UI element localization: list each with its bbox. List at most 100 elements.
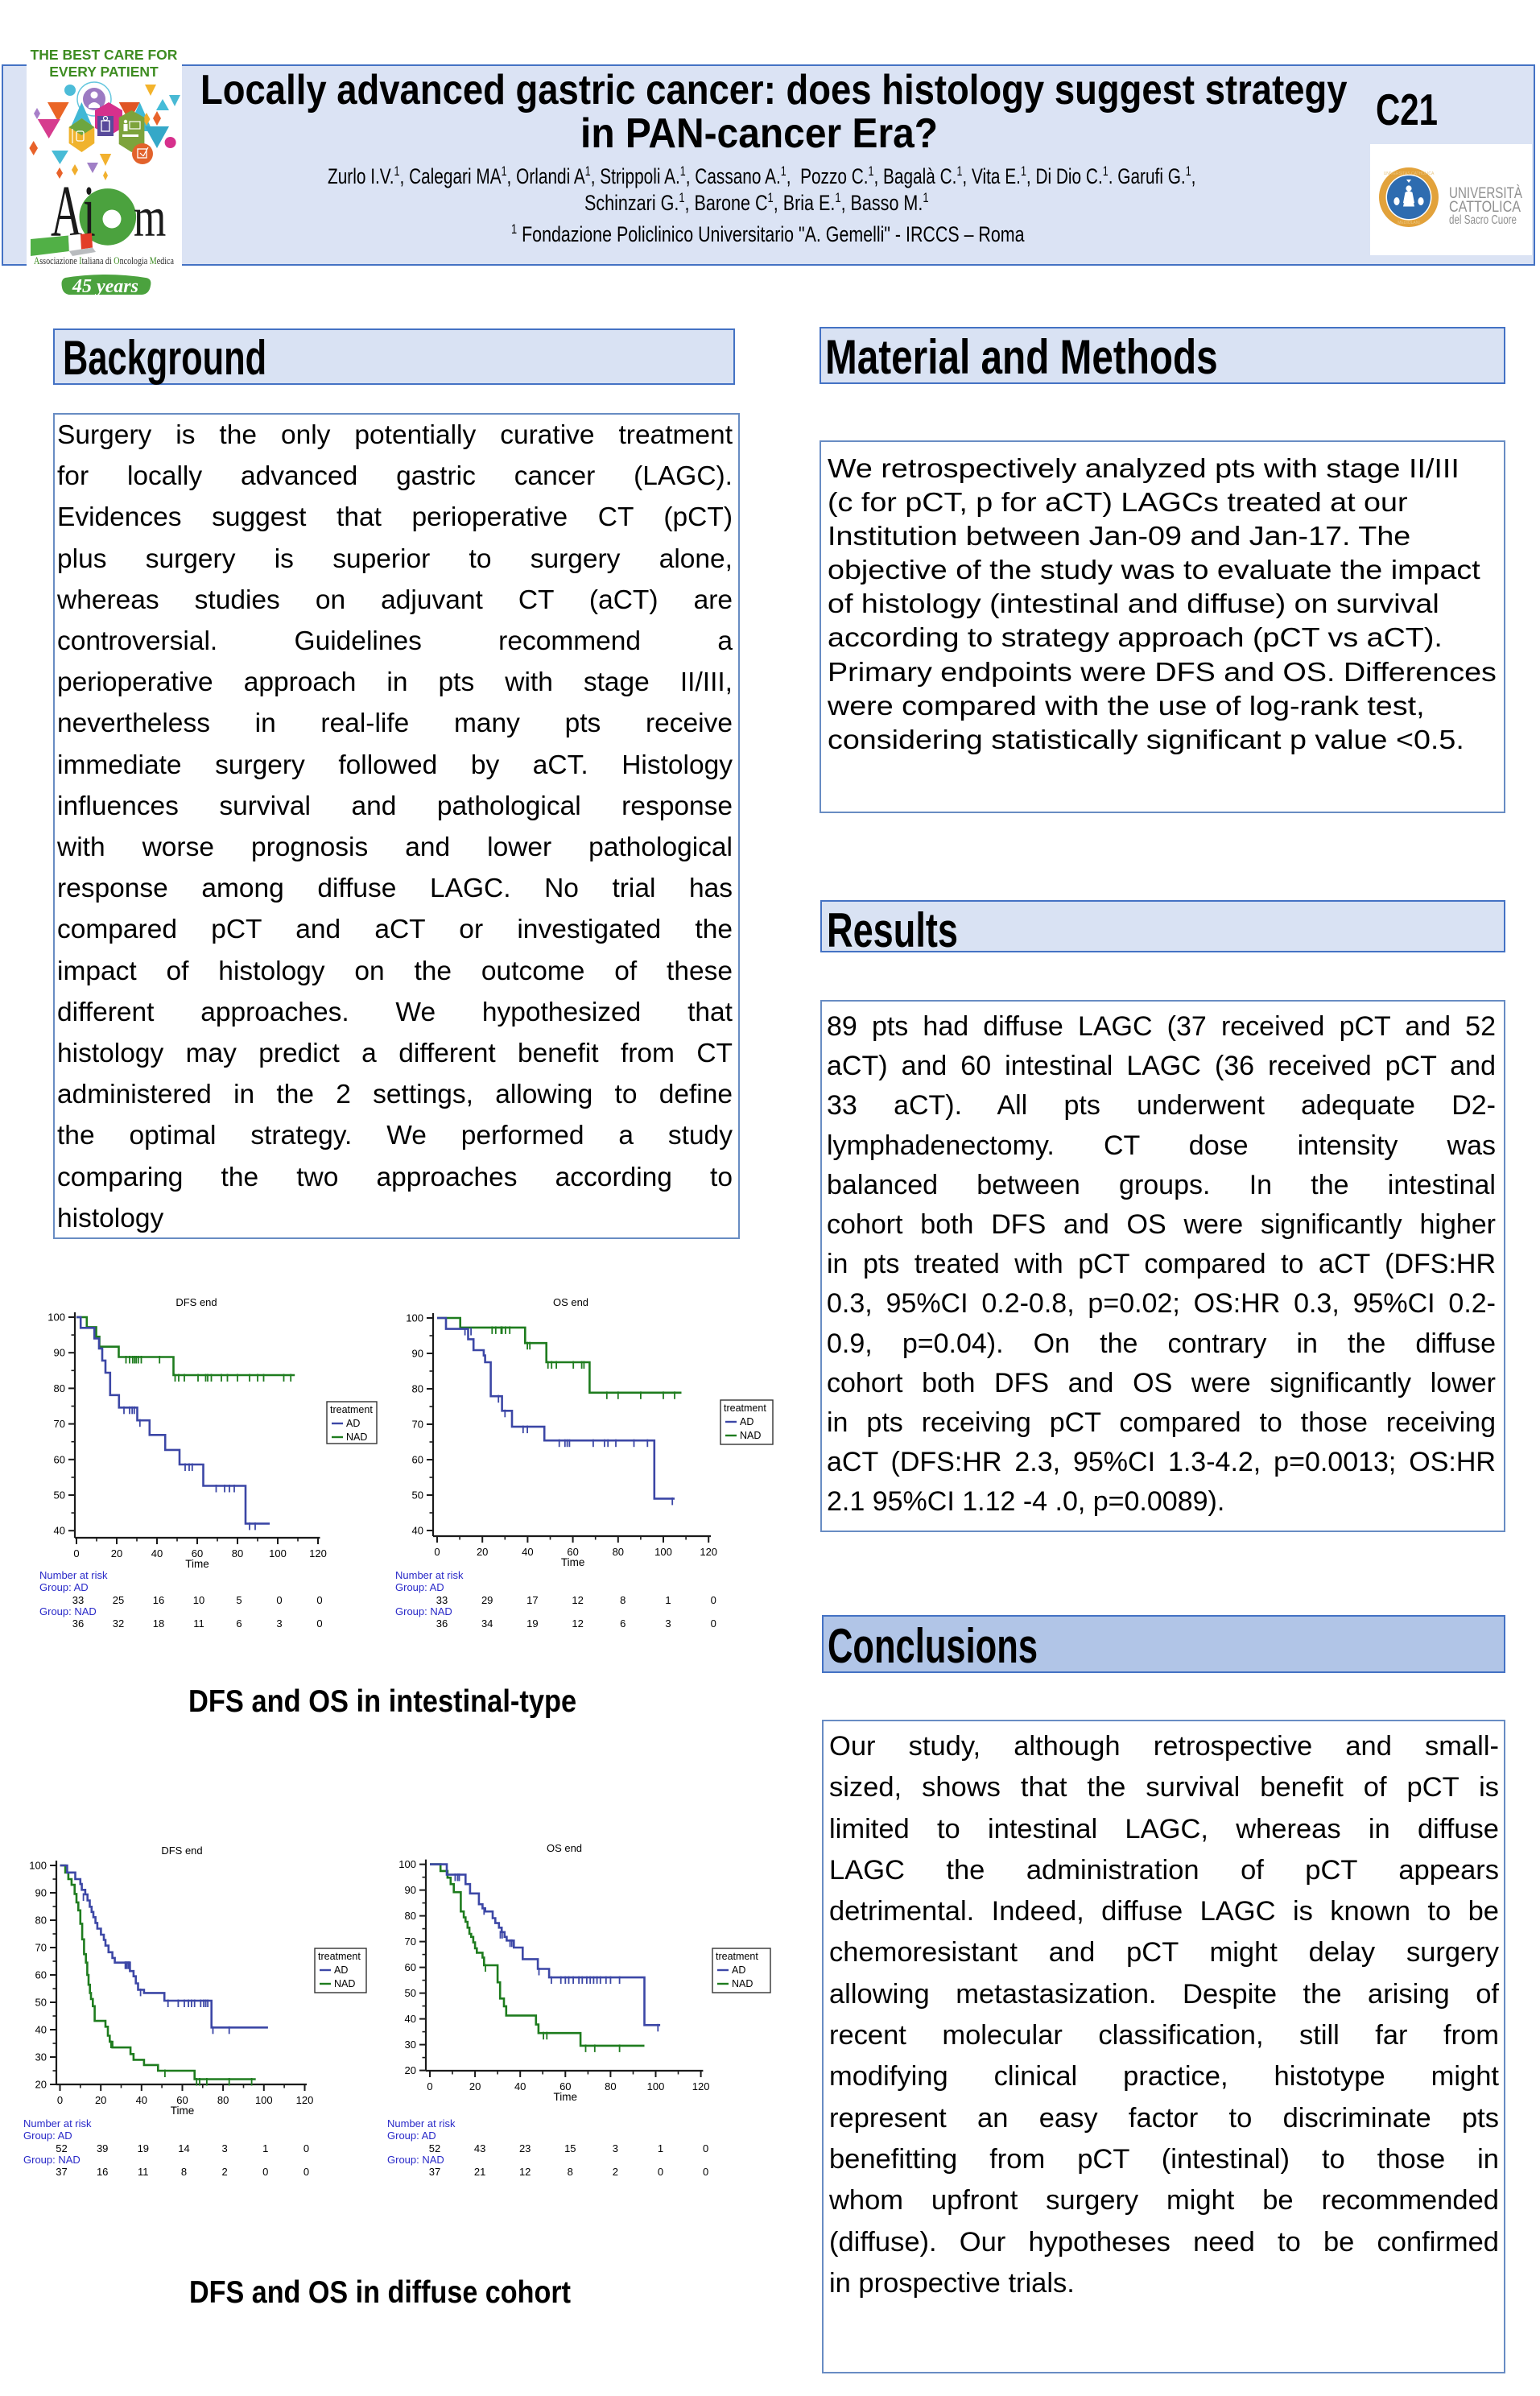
svg-text:11: 11 bbox=[193, 1617, 204, 1630]
svg-text:6: 6 bbox=[236, 1617, 242, 1630]
svg-text:60: 60 bbox=[412, 1454, 423, 1466]
svg-text:Time: Time bbox=[171, 2105, 195, 2117]
svg-text:120: 120 bbox=[700, 1546, 717, 1558]
svg-text:40: 40 bbox=[151, 1547, 163, 1559]
svg-text:52: 52 bbox=[429, 2142, 440, 2154]
svg-text:16: 16 bbox=[97, 2166, 108, 2178]
svg-text:0: 0 bbox=[658, 2166, 663, 2178]
svg-text:2: 2 bbox=[221, 2166, 227, 2178]
svg-text:Group: AD: Group: AD bbox=[23, 2130, 72, 2142]
svg-text:19: 19 bbox=[138, 2142, 149, 2154]
svg-text:40: 40 bbox=[522, 1546, 533, 1558]
svg-text:21: 21 bbox=[474, 2166, 485, 2178]
svg-text:UNIVERSITÀ: UNIVERSITÀ bbox=[1449, 185, 1522, 202]
svg-text:0: 0 bbox=[427, 2080, 432, 2092]
svg-text:33: 33 bbox=[436, 1594, 448, 1606]
svg-text:UNIVERSITAS CATHOLICA: UNIVERSITAS CATHOLICA bbox=[1384, 171, 1435, 176]
svg-text:15: 15 bbox=[564, 2142, 576, 2154]
svg-text:50: 50 bbox=[412, 1489, 423, 1502]
svg-text:100: 100 bbox=[406, 1312, 423, 1324]
svg-text:90: 90 bbox=[412, 1348, 423, 1360]
svg-text:80: 80 bbox=[613, 1546, 624, 1558]
svg-text:70: 70 bbox=[54, 1418, 65, 1430]
svg-text:29: 29 bbox=[481, 1594, 493, 1606]
svg-text:12: 12 bbox=[572, 1617, 583, 1630]
svg-text:40: 40 bbox=[54, 1525, 65, 1537]
svg-text:33: 33 bbox=[72, 1594, 84, 1606]
svg-text:OS end: OS end bbox=[547, 1842, 582, 1854]
svg-text:Number at risk: Number at risk bbox=[387, 2117, 456, 2130]
svg-text:52: 52 bbox=[56, 2142, 67, 2154]
svg-text:40: 40 bbox=[405, 2013, 416, 2025]
svg-text:0: 0 bbox=[316, 1594, 322, 1606]
svg-text:60: 60 bbox=[567, 1546, 578, 1558]
svg-text:23: 23 bbox=[519, 2142, 531, 2154]
svg-text:OS end: OS end bbox=[553, 1296, 588, 1308]
svg-text:50: 50 bbox=[405, 1987, 416, 1999]
svg-text:0: 0 bbox=[303, 2166, 309, 2178]
svg-text:1: 1 bbox=[658, 2142, 663, 2154]
svg-text:60: 60 bbox=[35, 1969, 47, 1981]
svg-text:5: 5 bbox=[236, 1594, 242, 1606]
svg-text:NAD: NAD bbox=[346, 1431, 367, 1443]
svg-text:3: 3 bbox=[665, 1617, 671, 1630]
svg-text:16: 16 bbox=[153, 1594, 164, 1606]
svg-text:AD: AD bbox=[346, 1418, 360, 1429]
svg-text:Time: Time bbox=[561, 1556, 585, 1568]
svg-text:treatment: treatment bbox=[716, 1951, 758, 1962]
svg-text:Group: NAD: Group: NAD bbox=[39, 1605, 97, 1617]
svg-text:NAD: NAD bbox=[732, 1978, 753, 1989]
svg-text:8: 8 bbox=[568, 2166, 573, 2178]
svg-text:100: 100 bbox=[647, 2080, 665, 2092]
svg-text:120: 120 bbox=[309, 1547, 327, 1559]
svg-text:40: 40 bbox=[514, 2080, 526, 2092]
svg-text:90: 90 bbox=[35, 1887, 47, 1899]
svg-text:80: 80 bbox=[605, 2080, 616, 2092]
svg-text:60: 60 bbox=[192, 1547, 203, 1559]
svg-text:120: 120 bbox=[296, 2094, 314, 2106]
svg-text:i: i bbox=[83, 172, 96, 253]
svg-text:80: 80 bbox=[217, 2094, 229, 2106]
svg-text:80: 80 bbox=[232, 1547, 243, 1559]
svg-text:Time: Time bbox=[554, 2091, 578, 2103]
svg-text:6: 6 bbox=[620, 1617, 625, 1630]
svg-text:80: 80 bbox=[405, 1910, 416, 1922]
svg-text:DFS end: DFS end bbox=[175, 1296, 217, 1308]
svg-text:32: 32 bbox=[113, 1617, 124, 1630]
svg-text:0: 0 bbox=[57, 2094, 63, 2106]
svg-text:120: 120 bbox=[692, 2080, 710, 2092]
svg-text:THE BEST CARE FOR: THE BEST CARE FOR bbox=[31, 47, 178, 63]
svg-text:NAD: NAD bbox=[740, 1430, 761, 1441]
svg-text:100: 100 bbox=[654, 1546, 672, 1558]
svg-text:3: 3 bbox=[613, 2142, 618, 2154]
svg-text:40: 40 bbox=[412, 1525, 423, 1537]
svg-text:39: 39 bbox=[97, 2142, 108, 2154]
svg-text:Number at risk: Number at risk bbox=[39, 1569, 108, 1581]
svg-text:36: 36 bbox=[436, 1617, 448, 1630]
svg-text:30: 30 bbox=[35, 2051, 47, 2063]
svg-text:25: 25 bbox=[113, 1594, 124, 1606]
svg-text:Time: Time bbox=[185, 1558, 209, 1570]
svg-text:Associazione Italiana di Oncol: Associazione Italiana di Oncologia Medic… bbox=[34, 255, 174, 266]
svg-text:1: 1 bbox=[665, 1594, 671, 1606]
svg-text:40: 40 bbox=[136, 2094, 147, 2106]
svg-text:MEDIOLANI: MEDIOLANI bbox=[1398, 221, 1420, 225]
svg-text:70: 70 bbox=[35, 1942, 47, 1954]
svg-text:36: 36 bbox=[72, 1617, 84, 1630]
svg-text:100: 100 bbox=[398, 1858, 416, 1870]
svg-text:100: 100 bbox=[29, 1860, 47, 1872]
svg-text:3: 3 bbox=[221, 2142, 227, 2154]
svg-text:20: 20 bbox=[477, 1546, 488, 1558]
svg-text:8: 8 bbox=[181, 2166, 187, 2178]
svg-text:100: 100 bbox=[255, 2094, 273, 2106]
svg-text:Number at risk: Number at risk bbox=[395, 1569, 464, 1581]
svg-text:90: 90 bbox=[54, 1347, 65, 1359]
svg-text:70: 70 bbox=[412, 1419, 423, 1431]
svg-text:AD: AD bbox=[334, 1964, 348, 1976]
svg-text:0: 0 bbox=[73, 1547, 79, 1559]
svg-text:50: 50 bbox=[35, 1997, 47, 2009]
svg-text:10: 10 bbox=[193, 1594, 204, 1606]
svg-text:80: 80 bbox=[35, 1915, 47, 1927]
svg-text:60: 60 bbox=[54, 1453, 65, 1465]
svg-text:60: 60 bbox=[176, 2094, 188, 2106]
